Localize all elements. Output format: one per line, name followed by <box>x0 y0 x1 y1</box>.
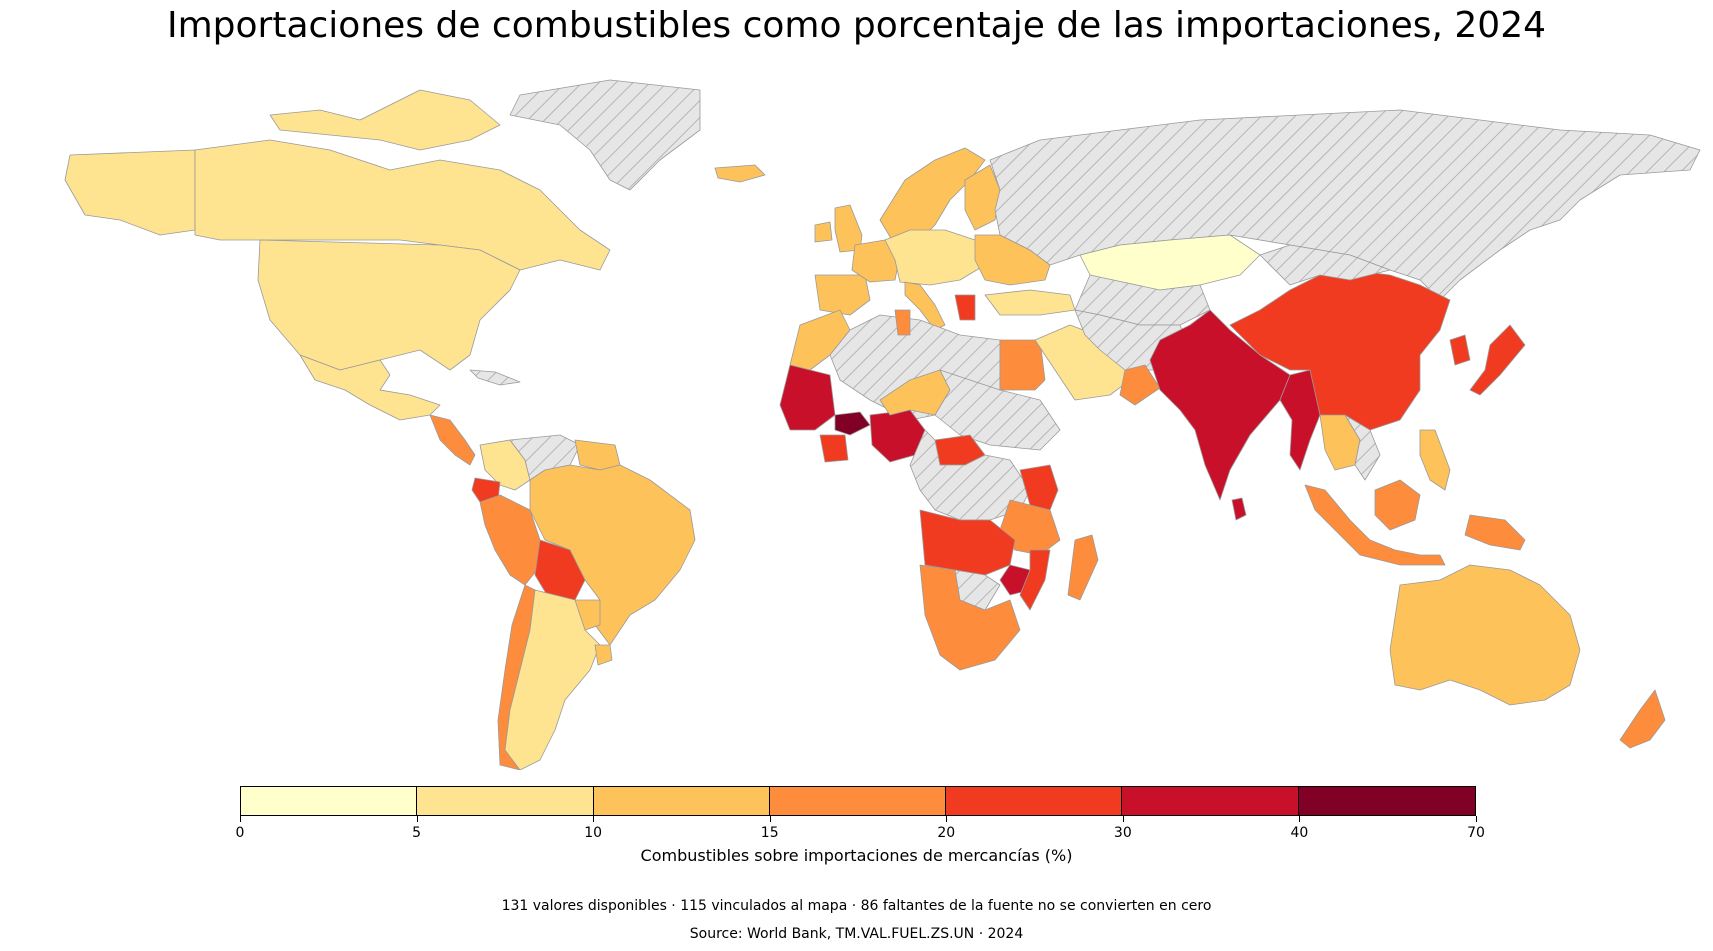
region-egypt <box>999 339 1046 391</box>
region-japan <box>1469 324 1526 396</box>
colorbar-tick <box>1299 816 1301 822</box>
region-new-zealand <box>1619 689 1666 749</box>
region-usa <box>257 239 521 371</box>
region-sri-lanka <box>1231 497 1247 521</box>
colorbar-tick <box>416 816 418 822</box>
region-iceland <box>714 164 766 183</box>
region-uruguay <box>594 644 613 666</box>
region-central-europe <box>884 229 986 286</box>
region-turkey <box>984 289 1076 316</box>
colorbar-tick <box>1476 816 1477 822</box>
colorbar-tick-label: 70 <box>1467 825 1485 841</box>
colorbar-bin <box>593 787 770 815</box>
region-russia <box>989 109 1701 301</box>
colorbar-tick-label: 20 <box>937 825 956 841</box>
region-ireland <box>814 221 833 243</box>
colorbar-bin <box>417 787 594 815</box>
world-map <box>64 79 1701 770</box>
colorbar-tick-label: 10 <box>584 825 603 841</box>
source-caption: Source: World Bank, TM.VAL.FUEL.ZS.UN · … <box>689 926 1024 942</box>
colorbar-tick-label: 15 <box>760 825 779 841</box>
region-central-africa <box>909 429 1031 521</box>
region-kenya-tanzania <box>1019 464 1059 511</box>
region-iberia <box>814 274 871 316</box>
colorbar-tick <box>1122 816 1124 822</box>
colorbar-tick-label: 40 <box>1290 825 1309 841</box>
region-burkina-faso <box>834 411 871 436</box>
region-borneo <box>1374 479 1421 531</box>
region-botswana <box>954 569 1001 611</box>
region-madagascar <box>1067 534 1099 601</box>
colorbar-bin <box>1122 787 1299 815</box>
colorbar <box>240 786 1476 816</box>
map-title: Importaciones de combustibles como porce… <box>166 5 1547 46</box>
region-angola-zambia <box>919 509 1016 576</box>
colorbar-label: Combustibles sobre importaciones de merc… <box>640 846 1073 865</box>
region-mauritania-senegal <box>779 364 836 431</box>
colorbar-tick-label: 30 <box>1113 825 1132 841</box>
region-argentina <box>504 589 601 770</box>
region-cuba <box>469 369 521 386</box>
region-sahel <box>934 369 1061 451</box>
region-canada-arctic <box>269 89 501 151</box>
colorbar-tick-label: 5 <box>412 825 422 841</box>
colorbar-tick-label: 0 <box>235 825 245 841</box>
colorbar-bin <box>1298 787 1475 815</box>
colorbar-bin <box>946 787 1123 815</box>
region-alaska <box>64 149 196 236</box>
region-mozambique <box>1019 549 1051 611</box>
data-note: 131 valores disponibles · 115 vinculados… <box>501 898 1212 914</box>
colorbar-tick <box>946 816 948 822</box>
region-cote-divoire <box>819 434 849 463</box>
region-central-america <box>429 414 476 466</box>
colorbar-bin <box>769 787 947 815</box>
region-guianas <box>574 439 621 471</box>
colorbar-tick <box>769 816 771 822</box>
region-mexico <box>299 354 441 421</box>
region-indonesia <box>1304 484 1446 566</box>
colorbar-bin <box>241 787 418 815</box>
region-pakistan-india <box>1149 309 1291 501</box>
region-finland <box>964 164 1001 231</box>
colorbar-tick <box>240 816 241 822</box>
region-philippines <box>1419 429 1451 491</box>
region-vietnam <box>1344 414 1381 481</box>
region-tunisia <box>894 309 911 336</box>
region-mongolia <box>1259 244 1391 286</box>
region-greenland <box>509 79 701 191</box>
colorbar-tick <box>593 816 595 822</box>
region-korea <box>1449 334 1471 366</box>
region-papua <box>1464 514 1526 551</box>
region-oman <box>1119 364 1161 406</box>
region-zimbabwe <box>999 564 1031 596</box>
region-greece <box>954 294 976 321</box>
region-australia <box>1389 564 1581 706</box>
